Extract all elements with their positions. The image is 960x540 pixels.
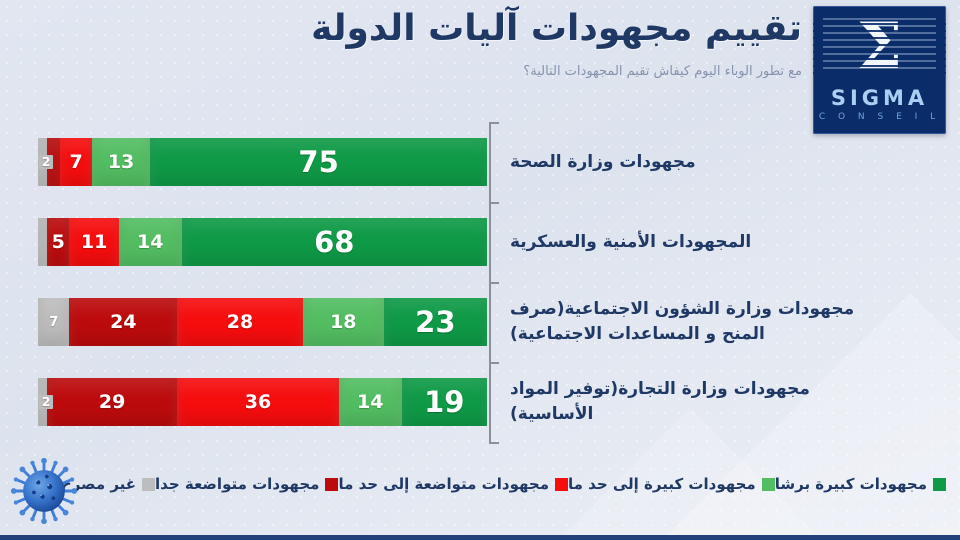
bar-segment: 7 (60, 138, 92, 186)
bar-segment: 2 (38, 378, 54, 426)
bar-segment: 11 (69, 218, 119, 266)
value-label: 11 (80, 230, 108, 253)
legend-item: مجهودات كبيرة برشا (775, 475, 946, 493)
bar-segment (46, 138, 61, 186)
stacked-bar-chart: 2 7 13 75 5 11 14 68 7 24 28 18 23 2 29 36 14 19 (38, 122, 487, 442)
logo-name: SIGMA (830, 86, 929, 110)
category-label: مجهودات وزارة الشؤون الاجتماعية(صرف المن… (510, 299, 855, 344)
sigma-icon: Σ (813, 6, 946, 84)
value-label: 28 (226, 310, 254, 333)
value-label: 5 (51, 230, 65, 253)
bar-segment: 13 (91, 138, 151, 186)
value-label: 18 (330, 310, 357, 333)
bar-segment: 68 (181, 218, 487, 266)
legend-label: مجهودات متواضعة جدا (155, 475, 320, 493)
page-subtitle: مع تطور الوباء اليوم كيفاش تقيم المجهودا… (523, 64, 802, 79)
bar-segment: 75 (150, 138, 487, 186)
value-label: 24 (110, 310, 137, 333)
bar-segment: 36 (177, 378, 339, 426)
chart-legend: مجهودات كبيرة برشا مجهودات كبيرة إلى حد م… (61, 470, 946, 498)
value-label: 14 (357, 390, 384, 413)
bar-segment: 28 (177, 298, 303, 346)
value-label: 14 (136, 230, 164, 253)
axis-tick (489, 122, 499, 124)
legend-label: غير مصرح (60, 475, 137, 493)
value-label: 68 (314, 224, 355, 259)
page-title: تقييم مجهودات آليات الدولة (311, 8, 802, 49)
bar-row: 2 7 13 75 (38, 138, 487, 186)
category-label: مجهودات وزارة التجارة(توفير المواد الأسا… (510, 379, 810, 424)
bar-segment: 19 (401, 378, 487, 426)
value-label: 23 (415, 304, 456, 339)
bar-segment: 18 (302, 298, 384, 346)
value-label: 2 (39, 155, 54, 169)
legend-swatch-icon (933, 477, 946, 491)
legend-swatch-icon (555, 477, 569, 491)
bar-row: 7 24 28 18 23 (38, 298, 487, 346)
bar-segment: 2 (38, 138, 54, 186)
axis-tick (489, 282, 499, 284)
category-label: مجهودات وزارة الصحة (510, 151, 696, 172)
bar-row: 5 11 14 68 (38, 218, 487, 266)
value-label: 36 (244, 390, 272, 413)
bar-segment: 14 (118, 218, 182, 266)
legend-item: مجهودات متواضعة جدا (155, 475, 339, 493)
bar-segment: 24 (69, 298, 178, 346)
sigma-conseil-logo: Σ SIGMA C O N S E I L (813, 6, 946, 134)
legend-swatch-icon (325, 477, 339, 491)
coronavirus-icon (10, 457, 78, 525)
bar-segment: 5 (46, 218, 70, 266)
value-label: 7 (49, 314, 59, 330)
bar-segment: 7 (38, 298, 70, 346)
legend-item: غير مصرح (60, 475, 156, 493)
legend-swatch-icon (142, 477, 156, 491)
bar-row: 2 29 36 14 19 (38, 378, 487, 426)
footer-accent-bar (0, 535, 960, 540)
axis-tick (489, 442, 499, 444)
bar-segment: 23 (383, 298, 487, 346)
value-label: 75 (298, 144, 339, 179)
category-label: المجهودات الأمنية والعسكرية (510, 231, 752, 252)
value-label: 29 (98, 390, 126, 413)
value-label: 7 (69, 150, 83, 173)
axis-tick (489, 202, 499, 204)
legend-label: مجهودات كبيرة إلى حد ما (568, 475, 756, 493)
logo-subname: C O N S E I L (818, 112, 941, 122)
legend-swatch-icon (761, 477, 775, 491)
value-label: 19 (424, 384, 465, 419)
bar-segment: 14 (338, 378, 402, 426)
axis-tick (489, 362, 499, 364)
legend-label: مجهودات كبيرة برشا (774, 475, 927, 493)
bar-segment: 29 (46, 378, 178, 426)
legend-label: مجهودات متواضعة إلى حد ما (338, 475, 550, 493)
bar-segment (38, 218, 47, 266)
legend-item: مجهودات كبيرة إلى حد ما (568, 475, 775, 493)
value-label: 13 (107, 150, 135, 173)
value-label: 2 (39, 395, 54, 409)
legend-item: مجهودات متواضعة إلى حد ما (338, 475, 569, 493)
